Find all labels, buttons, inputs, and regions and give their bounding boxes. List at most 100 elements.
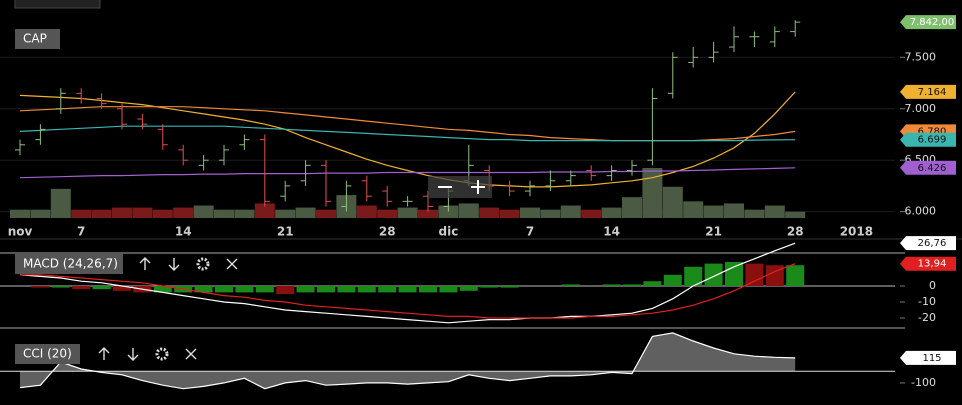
volume-bar (316, 209, 336, 218)
volume-bar (214, 209, 234, 218)
histogram-bar (296, 286, 315, 293)
move-down-button[interactable] (168, 258, 180, 271)
value-badge-label: 6.426 (918, 163, 947, 174)
value-badge (900, 160, 956, 175)
value-badge (900, 236, 956, 251)
panel-title-box (15, 344, 80, 364)
histogram-bar (153, 286, 172, 293)
panel-title-box (15, 254, 123, 274)
value-badge-label: 6.780 (918, 126, 947, 137)
histogram-bar (31, 286, 50, 288)
y-tick-label: -100 (911, 376, 936, 389)
value-badge (900, 132, 956, 147)
move-up-button[interactable] (139, 257, 151, 270)
x-tick-label: 14 (603, 225, 620, 239)
value-badge-label: 115 (922, 353, 941, 364)
volume-bar (275, 209, 296, 218)
search-box[interactable] (14, 0, 101, 9)
volume-bar (50, 188, 71, 218)
settings-button[interactable] (196, 257, 210, 271)
x-tick-label: dic (438, 225, 458, 239)
value-badge-label: 7.842,00 (910, 17, 955, 28)
histogram-bar (357, 286, 376, 293)
value-badge (900, 256, 956, 271)
histogram-bar (663, 274, 682, 286)
panel-title: CAP (23, 32, 47, 46)
panel-title-box (15, 29, 60, 49)
volume-bar (254, 203, 275, 218)
histogram-bar (51, 286, 70, 288)
volume-bar (520, 207, 540, 218)
histogram-bar (725, 262, 743, 286)
volume-bar (458, 203, 479, 218)
histogram-bar (480, 286, 499, 288)
volume-bar (438, 205, 459, 218)
histogram-bar (235, 286, 254, 293)
volume-bar (601, 207, 622, 218)
volume-bar (560, 205, 581, 218)
volume-bar (377, 209, 398, 218)
x-tick-label: 28 (379, 225, 396, 239)
histogram-bar (337, 286, 356, 293)
x-tick-label: 28 (787, 225, 804, 239)
volume-bar (785, 211, 806, 218)
volume-bar (30, 209, 51, 218)
settings-button[interactable] (155, 347, 169, 361)
histogram-bar (276, 286, 295, 294)
value-badge-label: 6.699 (918, 135, 947, 146)
volume-bar (581, 209, 602, 218)
volume-bar (10, 209, 30, 218)
y-tick-label: 7.000 (905, 102, 937, 115)
zoom-control (428, 176, 492, 198)
histogram-bar (317, 286, 335, 293)
histogram-bar (459, 286, 478, 291)
histogram-bar (643, 281, 662, 286)
histogram-bar (72, 286, 91, 290)
y-tick-label: -20 (918, 311, 936, 324)
histogram-bar (113, 286, 131, 291)
histogram-bar (602, 284, 621, 286)
y-tick-label: 0 (929, 279, 936, 292)
volume-bar (418, 209, 438, 218)
value-badge (900, 350, 956, 365)
y-tick-label: -10 (918, 295, 936, 308)
remove-button[interactable] (226, 258, 238, 270)
volume-bar (703, 205, 724, 218)
histogram-bar (684, 266, 703, 286)
volume-bar (234, 209, 255, 218)
panel-title: CCI (20) (23, 347, 72, 361)
histogram-bar (419, 286, 437, 293)
y-tick-label: 7.500 (905, 50, 937, 63)
volume-bar (724, 203, 744, 218)
moving-average-line (19, 125, 796, 142)
volume-bar (295, 207, 316, 218)
volume-bar (499, 209, 520, 218)
volume-bar (540, 209, 561, 218)
histogram-bar (704, 263, 723, 286)
moving-average-line (19, 91, 796, 188)
histogram-bar (765, 265, 784, 286)
move-up-button[interactable] (98, 347, 110, 360)
x-tick-label: 21 (705, 225, 722, 239)
x-tick-label: 2018 (840, 225, 873, 239)
volume-bar (744, 209, 765, 218)
histogram-bar (92, 286, 111, 290)
volume-bar (356, 205, 377, 218)
histogram-bar (439, 286, 458, 293)
value-badge-label: 26,76 (918, 238, 947, 249)
histogram-bar (194, 286, 213, 293)
volume-bar (642, 168, 663, 218)
histogram-bar (398, 286, 417, 293)
x-tick-label: nov (8, 225, 33, 239)
value-badge (900, 15, 956, 30)
x-tick-label: 7 (77, 225, 85, 239)
x-tick-label: 7 (526, 225, 534, 239)
remove-button[interactable] (185, 348, 197, 360)
panel-title: MACD (24,26,7) (23, 257, 118, 271)
move-down-button[interactable] (127, 348, 139, 361)
histogram-bar (378, 286, 397, 293)
zoom-box (428, 176, 492, 198)
y-tick-label: 6.000 (905, 205, 937, 218)
histogram-bar (500, 286, 519, 288)
